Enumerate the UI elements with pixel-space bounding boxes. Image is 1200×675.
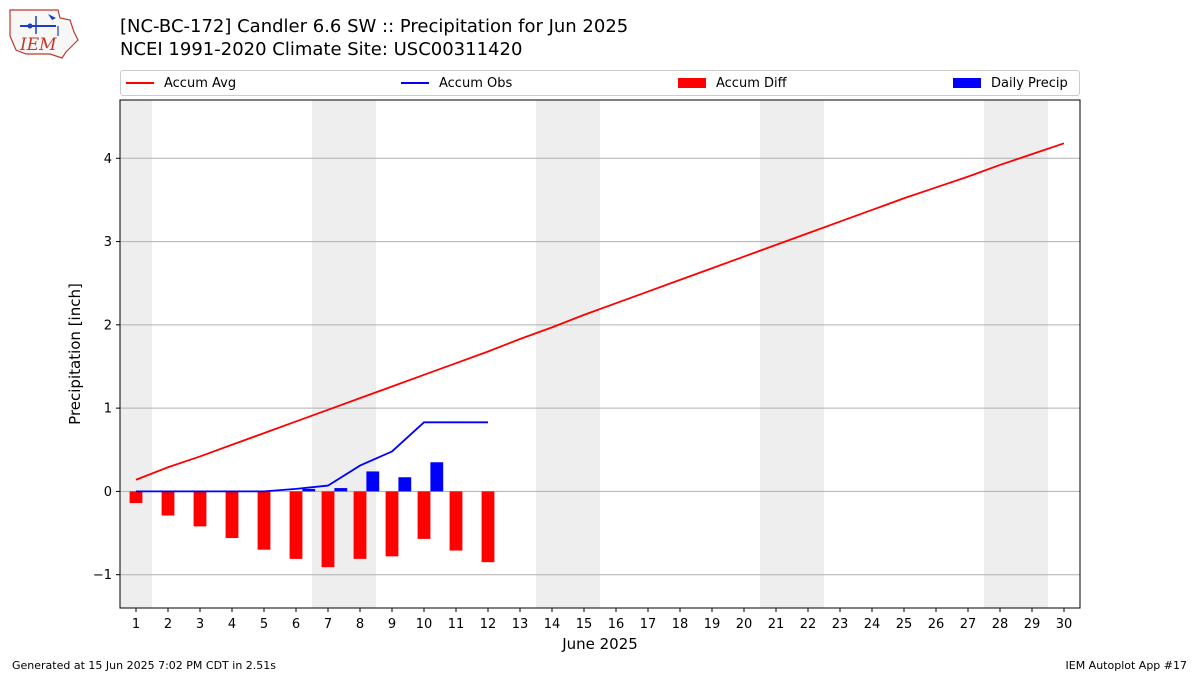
bar-accum-diff	[289, 491, 303, 559]
x-tick-label: 1	[132, 617, 140, 632]
bar-accum-diff	[417, 491, 431, 539]
y-axis-label: Precipitation [inch]	[66, 283, 84, 425]
x-tick-label: 5	[260, 617, 268, 632]
legend-label-accum-diff: Accum Diff	[716, 75, 787, 91]
iem-logo: IEM	[9, 9, 79, 59]
legend-item-accum-obs: Accum Obs	[401, 71, 512, 95]
footer-app: IEM Autoplot App #17	[1065, 659, 1188, 672]
x-tick-label: 21	[768, 617, 785, 632]
x-tick-label: 27	[960, 617, 977, 632]
weekend-shade	[984, 100, 1048, 608]
line-accum-avg	[135, 142, 1065, 481]
x-tick-label: 13	[512, 617, 529, 632]
bar-accum-diff	[321, 491, 335, 568]
x-tick-label: 18	[672, 617, 689, 632]
footer-generated: Generated at 15 Jun 2025 7:02 PM CDT in …	[12, 659, 277, 672]
line-accum-obs	[136, 421, 488, 493]
x-tick-label: 9	[388, 617, 396, 632]
x-tick-label: 10	[416, 617, 433, 632]
bar-accum-diff	[385, 491, 399, 557]
x-tick-label: 26	[928, 617, 945, 632]
x-tick-label: 15	[576, 617, 593, 632]
bar-accum-diff	[129, 491, 143, 504]
x-tick-label: 14	[544, 617, 561, 632]
x-tick-label: 20	[736, 617, 753, 632]
bar-daily-precip	[334, 488, 348, 492]
logo-text: IEM	[19, 35, 57, 55]
y-tick-label: 1	[104, 402, 112, 417]
bar-accum-diff	[353, 491, 367, 559]
chart-title: [NC-BC-172] Candler 6.6 SW :: Precipitat…	[120, 16, 629, 37]
legend-item-accum-avg: Accum Avg	[126, 71, 236, 95]
y-tick-label: −1	[93, 568, 112, 583]
x-tick-label: 12	[480, 617, 497, 632]
x-tick-label: 2	[164, 617, 172, 632]
x-tick-label: 24	[864, 617, 881, 632]
bar-daily-precip	[302, 488, 316, 492]
bar-accum-diff	[481, 491, 495, 563]
weekend-shade	[120, 100, 152, 608]
legend-item-daily-precip: Daily Precip	[953, 71, 1068, 95]
x-tick-label: 3	[196, 617, 204, 632]
legend-label-daily-precip: Daily Precip	[991, 75, 1068, 91]
x-tick-label: 28	[992, 617, 1009, 632]
bar-accum-diff	[193, 491, 207, 527]
x-tick-label: 11	[448, 617, 465, 632]
legend: Accum Avg Accum Obs Accum Diff Daily Pre…	[120, 70, 1080, 96]
y-tick-label: 0	[104, 485, 112, 500]
x-axis-label: June 2025	[561, 635, 638, 653]
bar-accum-diff	[225, 491, 239, 539]
chart-subtitle: NCEI 1991-2020 Climate Site: USC00311420	[120, 39, 523, 60]
y-tick-label: 4	[104, 152, 112, 167]
x-tick-label: 22	[800, 617, 817, 632]
legend-item-accum-diff: Accum Diff	[678, 71, 787, 95]
x-tick-label: 4	[228, 617, 236, 632]
x-tick-label: 30	[1056, 617, 1073, 632]
x-tick-label: 8	[356, 617, 364, 632]
legend-swatch-accum-diff	[678, 78, 706, 88]
y-tick-label: 2	[104, 318, 112, 333]
bar-daily-precip	[430, 462, 444, 492]
bar-accum-diff	[161, 491, 175, 516]
x-tick-label: 25	[896, 617, 913, 632]
bar-daily-precip	[366, 471, 380, 492]
y-tick-label: 3	[104, 235, 112, 250]
x-tick-label: 23	[832, 617, 849, 632]
legend-swatch-accum-avg	[126, 82, 154, 84]
x-tick-label: 7	[324, 617, 332, 632]
bar-daily-precip	[398, 477, 412, 492]
x-tick-label: 17	[640, 617, 657, 632]
legend-label-accum-obs: Accum Obs	[439, 75, 513, 91]
bar-accum-diff	[449, 491, 463, 551]
legend-label-accum-avg: Accum Avg	[164, 75, 237, 91]
weekend-shade	[536, 100, 600, 608]
x-tick-label: 19	[704, 617, 721, 632]
legend-swatch-daily-precip	[953, 78, 981, 88]
weekend-shade	[760, 100, 824, 608]
x-tick-label: 16	[608, 617, 625, 632]
legend-swatch-accum-obs	[401, 82, 429, 84]
plot-frame	[119, 99, 1081, 609]
bar-accum-diff	[257, 491, 271, 550]
x-tick-label: 29	[1024, 617, 1041, 632]
x-tick-label: 6	[292, 617, 300, 632]
